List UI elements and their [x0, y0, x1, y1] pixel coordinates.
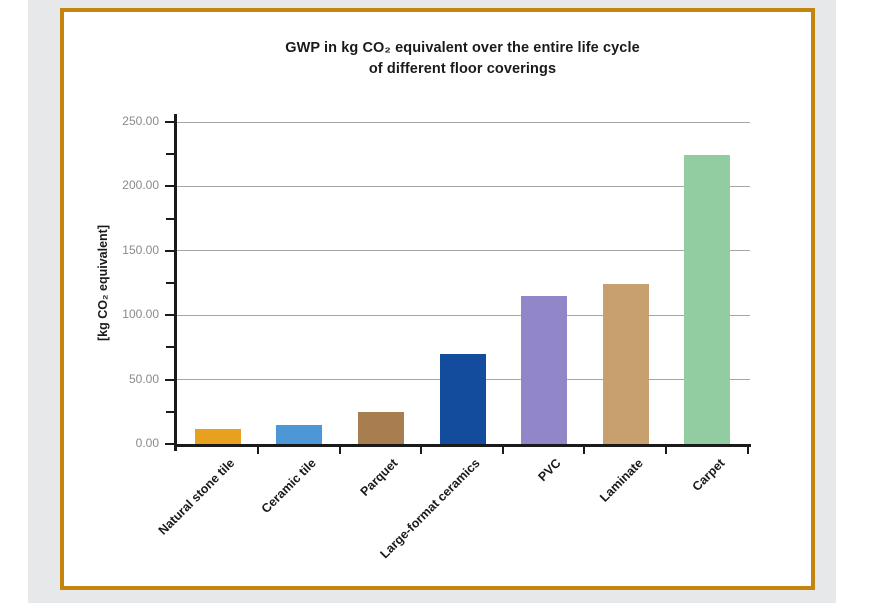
- y-minor-tick-75: [166, 346, 174, 349]
- y-minor-tick-225: [166, 153, 174, 156]
- x-tick-2: [338, 447, 341, 454]
- x-category-label-2: Ceramic tile: [259, 456, 320, 517]
- x-tick-5: [583, 447, 586, 454]
- y-major-tick-50: [165, 378, 174, 381]
- y-tick-label-50: 50.00: [128, 371, 159, 386]
- y-minor-tick-125: [166, 282, 174, 284]
- x-category-label-7: Carpet: [689, 456, 728, 494]
- y-major-tick-100: [165, 314, 174, 317]
- x-tick-6: [664, 447, 667, 454]
- y-major-tick-200: [165, 185, 174, 188]
- y-tick-label-0: 0.00: [135, 436, 159, 450]
- y-tick-label-250: 250.00: [122, 114, 159, 128]
- x-category-label-1: Natural stone tile: [156, 456, 238, 538]
- x-tick-4: [501, 447, 504, 454]
- bar-ceramic-tile: [276, 424, 323, 444]
- x-category-label-5: PVC: [535, 456, 564, 485]
- bar-large-format-ceramics: [439, 353, 486, 444]
- y-tick-label-150: 150.00: [122, 242, 159, 257]
- y-major-tick-250: [165, 121, 174, 123]
- chart-title-line1: GWP in kg CO₂ equivalent over the entire…: [285, 40, 640, 56]
- y-minor-tick-175: [166, 217, 174, 220]
- bar-parquet: [357, 411, 404, 444]
- chart-title: GWP in kg CO₂ equivalent over the entire…: [177, 38, 748, 80]
- bar-natural-stone-tile: [194, 428, 241, 444]
- chart-title-line2: of different floor coverings: [368, 61, 557, 77]
- gridline-250: [177, 121, 750, 123]
- x-axis-line: [174, 444, 751, 447]
- x-category-label-6: Laminate: [596, 456, 646, 505]
- gridline-200: [177, 185, 750, 187]
- x-tick-3: [420, 447, 423, 454]
- x-category-label-3: Parquet: [358, 456, 401, 499]
- bar-carpet: [684, 155, 731, 444]
- chart-frame: GWP in kg CO₂ equivalent over the entire…: [60, 8, 815, 590]
- bar-laminate: [602, 284, 649, 444]
- x-tick-1: [257, 447, 260, 454]
- y-major-tick-150: [165, 249, 174, 252]
- bar-pvc: [521, 295, 568, 444]
- plot-area: 0.00 50.00 100.00 150.00 200.00 250.00 Natural…: [122, 114, 751, 561]
- y-tick-label-100: 100.00: [122, 307, 159, 322]
- x-tick-7: [746, 447, 749, 454]
- y-major-tick-0: [165, 443, 174, 445]
- y-tick-label-200: 200.00: [122, 178, 159, 193]
- y-minor-tick-25: [166, 410, 174, 413]
- y-axis-line: [174, 114, 177, 451]
- gridline-100: [177, 314, 750, 316]
- gridline-150: [177, 250, 750, 252]
- slide-background: GWP in kg CO₂ equivalent over the entire…: [28, 0, 836, 603]
